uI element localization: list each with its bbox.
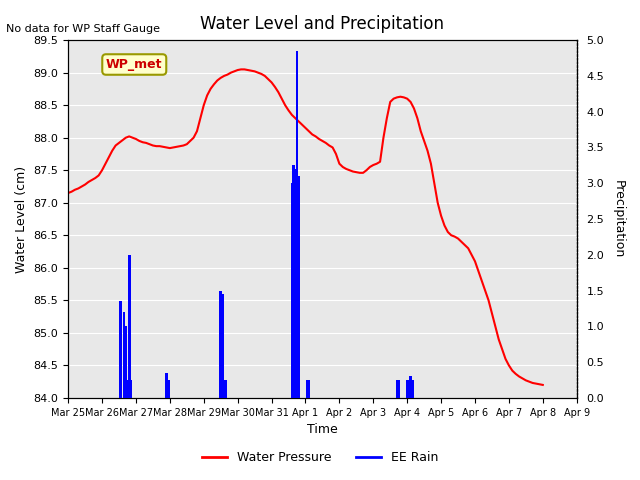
Bar xyxy=(307,380,310,398)
Bar xyxy=(292,165,295,398)
Bar xyxy=(306,380,308,398)
Bar xyxy=(119,301,122,398)
Bar xyxy=(124,326,127,398)
Bar xyxy=(223,380,225,398)
Bar xyxy=(165,373,168,398)
Legend: Water Pressure, EE Rain: Water Pressure, EE Rain xyxy=(196,446,444,469)
Bar xyxy=(397,380,400,398)
Text: WP_met: WP_met xyxy=(106,58,163,71)
Bar xyxy=(126,380,129,398)
Bar xyxy=(123,312,125,398)
Bar xyxy=(220,290,222,398)
Bar xyxy=(225,380,227,398)
Text: No data for WP Staff Gauge: No data for WP Staff Gauge xyxy=(6,24,161,34)
Bar xyxy=(167,380,170,398)
Y-axis label: Precipitation: Precipitation xyxy=(612,180,625,258)
Title: Water Level and Precipitation: Water Level and Precipitation xyxy=(200,15,444,33)
Bar xyxy=(396,380,398,398)
Bar xyxy=(298,176,300,398)
Bar xyxy=(409,376,412,398)
Bar xyxy=(406,380,408,398)
Y-axis label: Water Level (cm): Water Level (cm) xyxy=(15,166,28,273)
Bar xyxy=(411,380,413,398)
X-axis label: Time: Time xyxy=(307,423,338,436)
Bar xyxy=(294,169,297,398)
Bar xyxy=(221,294,224,398)
Bar xyxy=(129,380,132,398)
Bar xyxy=(291,183,293,398)
Bar xyxy=(296,51,298,398)
Bar xyxy=(128,255,131,398)
Bar xyxy=(408,384,410,398)
